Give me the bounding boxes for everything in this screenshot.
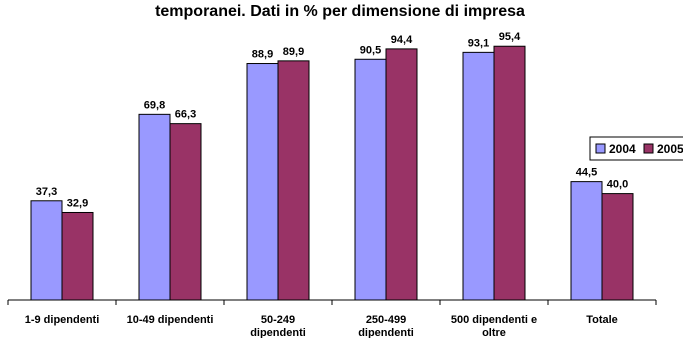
data-label-2004-4: 90,5 <box>360 44 381 56</box>
chart-title: temporanei. Dati in % per dimensione di … <box>155 3 525 20</box>
data-label-2004-2: 69,8 <box>144 99 165 111</box>
data-label-2005-5: 95,4 <box>499 31 521 43</box>
x-axis: 1-9 dipendenti 10-49 dipendenti 50-249 dipe… <box>7 299 657 338</box>
data-label-2005-2: 66,3 <box>175 109 196 121</box>
bar-2005-3 <box>277 60 310 301</box>
bar-2005-2 <box>169 123 202 301</box>
bar-2005-6 <box>601 193 634 301</box>
category-label-5: 500 dipendenti e oltre <box>451 314 537 338</box>
bar-2004-2 <box>138 113 171 301</box>
legend-label-2004: 2004 <box>609 142 636 156</box>
bars-group: 37,3 32,9 69,8 66,3 88,9 89,9 90,5 94,4 93,1 95,4… <box>30 31 634 301</box>
category-label-3: 50-249 dipendenti <box>250 314 306 338</box>
data-label-2004-6: 44,5 <box>576 167 597 179</box>
bar-2004-3 <box>246 63 279 301</box>
bar-2005-4 <box>385 48 418 301</box>
legend-label-2005: 2005 <box>657 142 683 156</box>
category-label-6: Totale <box>586 314 618 326</box>
data-label-2004-5: 93,1 <box>468 37 489 49</box>
bar-2005-1 <box>61 211 94 301</box>
bar-2004-1 <box>30 200 63 301</box>
legend-swatch-2004 <box>595 143 606 154</box>
data-label-2004-3: 88,9 <box>252 49 273 61</box>
category-label-2: 10-49 dipendenti <box>127 314 214 326</box>
bar-2004-6 <box>570 181 603 301</box>
data-label-2005-4: 94,4 <box>391 34 413 46</box>
category-label-1: 1-9 dipendenti <box>25 314 100 326</box>
bar-2004-4 <box>354 58 387 301</box>
bar-2005-5 <box>493 45 526 301</box>
legend-swatch-2005 <box>643 143 654 154</box>
legend-box <box>589 136 683 161</box>
data-label-2005-6: 40,0 <box>607 179 628 191</box>
category-label-4: 250-499 dipendenti <box>358 314 414 338</box>
data-label-2004-1: 37,3 <box>36 186 57 198</box>
data-label-2005-1: 32,9 <box>67 197 88 209</box>
data-label-2005-3: 89,9 <box>283 46 304 58</box>
legend: 2004 2005 <box>589 136 683 161</box>
bar-2004-5 <box>462 51 495 301</box>
